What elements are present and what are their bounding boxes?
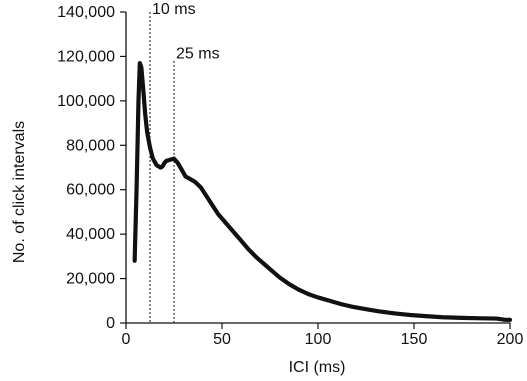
- y-tick-label: 60,000: [66, 182, 115, 199]
- y-axis-ticks: 0 20,000 40,000 60,000 80,000 100,000 120,000 1…: [57, 4, 126, 332]
- x-tick-label: 0: [122, 331, 131, 348]
- x-tick-label: 50: [213, 331, 231, 348]
- x-axis-ticks: 0 50 100 150 200: [122, 323, 524, 348]
- annotation-layer: 10 ms 25 ms: [149, 1, 220, 323]
- x-tick-label: 150: [401, 331, 428, 348]
- y-tick-label: 120,000: [57, 48, 115, 65]
- y-tick-label: 80,000: [66, 137, 115, 154]
- x-tick-label: 100: [305, 331, 332, 348]
- y-tick-label: 20,000: [66, 271, 115, 288]
- x-axis-title: ICI (ms): [289, 359, 346, 376]
- reference-label-2: 25 ms: [176, 45, 220, 62]
- reference-label-1: 10 ms: [152, 1, 196, 18]
- y-axis-title: No. of click intervals: [11, 121, 28, 263]
- series-line-1: [132, 60, 513, 322]
- y-tick-label: 140,000: [57, 4, 115, 21]
- x-tick-label: 200: [497, 331, 524, 348]
- y-tick-label: 0: [106, 315, 115, 332]
- plot-area: 10 ms 25 ms 0 50 100 150 200 0 20,000 40,000 60,…: [57, 1, 523, 348]
- y-tick-label: 100,000: [57, 93, 115, 110]
- y-tick-label: 40,000: [66, 226, 115, 243]
- series-layer: [132, 60, 513, 322]
